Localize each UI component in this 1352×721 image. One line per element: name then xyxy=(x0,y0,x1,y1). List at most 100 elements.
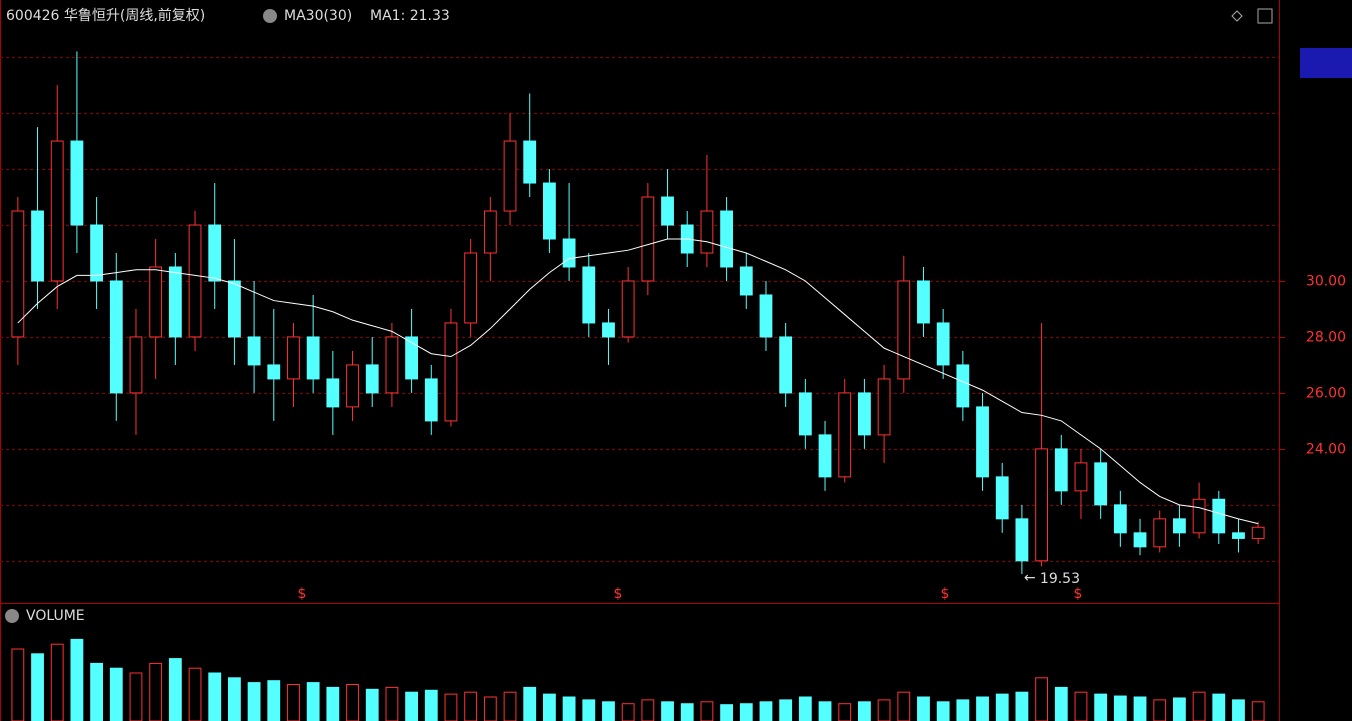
candle-body xyxy=(543,182,556,240)
candle-body xyxy=(70,140,84,226)
candle-body xyxy=(1173,518,1186,534)
volume-bar xyxy=(326,686,340,721)
volume-bar xyxy=(287,684,300,721)
volume-bar xyxy=(759,701,773,721)
volume-bar xyxy=(208,672,222,721)
candle-body xyxy=(582,266,596,324)
diamond-button[interactable] xyxy=(1231,10,1243,22)
event-marker[interactable]: $ xyxy=(614,586,623,602)
volume-bar xyxy=(149,662,163,721)
volume-bar xyxy=(661,701,674,721)
candle-body xyxy=(306,336,320,380)
candle-body xyxy=(739,266,753,296)
settings-icon[interactable] xyxy=(263,9,277,23)
volume-bar xyxy=(1133,696,1147,721)
ma-line xyxy=(17,238,1259,525)
volume-bar xyxy=(641,699,655,721)
candle-body xyxy=(503,140,517,212)
stock-title: 600426 华鲁恒升(周线,前复权) xyxy=(6,7,205,24)
volume-bar xyxy=(779,699,793,721)
candle-body xyxy=(523,140,537,184)
candle-body xyxy=(31,210,44,282)
volume-bar xyxy=(936,701,950,721)
candle-body xyxy=(858,392,871,436)
ma-value: MA1: 21.33 xyxy=(370,8,450,24)
volume-bar xyxy=(680,703,694,721)
volume-bar xyxy=(228,677,241,721)
volume-bar xyxy=(1251,701,1265,721)
volume-bar xyxy=(188,667,202,721)
candle-body xyxy=(917,280,930,324)
volume-bar xyxy=(543,693,556,721)
low-arrow: ← xyxy=(1024,570,1036,586)
volume-bar xyxy=(1192,691,1206,721)
volume-bar xyxy=(405,691,418,721)
event-marker[interactable]: $ xyxy=(298,586,307,602)
volume-bar xyxy=(464,691,478,721)
volume-bar xyxy=(424,689,438,721)
candle-body xyxy=(424,378,438,422)
volume-bar xyxy=(720,704,733,721)
volume-bar xyxy=(1173,697,1186,721)
candle-body xyxy=(936,322,950,366)
volume-bar xyxy=(700,701,714,721)
candle-body xyxy=(779,336,793,394)
candle-body xyxy=(562,238,576,268)
candle-body xyxy=(976,406,989,478)
volume-bar xyxy=(365,688,379,721)
candle-body xyxy=(365,364,379,394)
candle-body xyxy=(720,210,733,268)
candle-body xyxy=(464,252,478,324)
volume-bar xyxy=(483,696,497,721)
candle-body xyxy=(188,224,202,338)
candle-body xyxy=(877,378,891,436)
event-marker[interactable]: $ xyxy=(1074,586,1083,602)
candle-body xyxy=(956,364,970,408)
volume-bar xyxy=(602,701,615,721)
low-label: 19.53 xyxy=(1040,571,1080,587)
volume-bar xyxy=(1232,699,1245,721)
volume-bar xyxy=(818,701,832,721)
candle-body xyxy=(1074,462,1088,492)
volume-bar xyxy=(1212,693,1226,721)
volume-icon[interactable] xyxy=(5,609,19,623)
volume-bar xyxy=(168,658,182,721)
candle-body xyxy=(129,336,143,394)
volume-bar xyxy=(50,643,64,721)
volume-bar xyxy=(1094,693,1108,721)
candle-body xyxy=(405,336,418,380)
candle-body xyxy=(1015,518,1029,562)
candle-body xyxy=(1192,498,1206,534)
volume-bar xyxy=(523,686,537,721)
volume-bar xyxy=(11,648,25,721)
event-marker[interactable]: $ xyxy=(941,586,950,602)
volume-bar xyxy=(582,699,596,721)
volume-bar xyxy=(838,703,852,721)
candle-body xyxy=(661,196,674,226)
panel-button[interactable] xyxy=(1257,8,1273,24)
volume-bar xyxy=(385,686,399,721)
volume-title: VOLUME xyxy=(26,608,85,624)
candle-body xyxy=(700,210,714,254)
volume-bar xyxy=(31,653,44,721)
volume-bar xyxy=(247,682,261,721)
volume-bar xyxy=(1153,699,1167,721)
volume-bar xyxy=(1035,677,1048,721)
y-tick-label: 28.00 xyxy=(1306,330,1346,346)
candle-body xyxy=(228,280,241,338)
candle-body xyxy=(149,266,163,338)
volume-bar xyxy=(109,667,123,721)
volume-bar xyxy=(1054,686,1068,721)
volume-bar xyxy=(1113,695,1127,721)
volume-bar xyxy=(1074,691,1088,721)
candle-body xyxy=(1251,526,1265,539)
candle-body xyxy=(1035,448,1048,562)
candle-body xyxy=(385,336,399,394)
volume-bar xyxy=(306,682,320,721)
volume-bar xyxy=(976,696,989,721)
volume-bar xyxy=(897,691,911,721)
candle-body xyxy=(50,140,64,282)
candle-body xyxy=(1054,448,1068,492)
volume-bar xyxy=(503,691,517,721)
volume-bar xyxy=(267,680,281,721)
